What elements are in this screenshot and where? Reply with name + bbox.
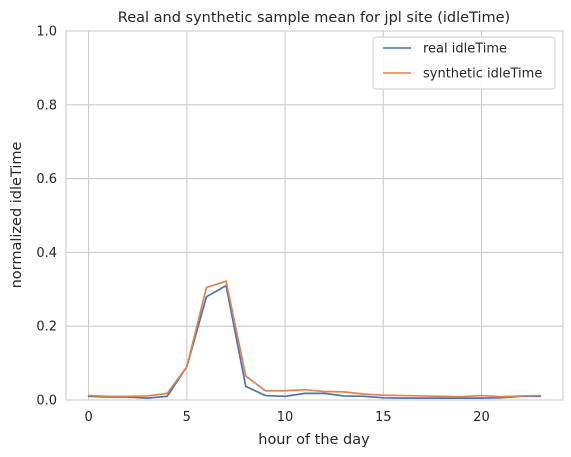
plot-area — [65, 30, 564, 401]
legend: real idleTime synthetic idleTime — [372, 36, 556, 90]
y-axis-label: normalized idleTime — [9, 142, 25, 289]
x-tick-label: 10 — [277, 410, 294, 425]
y-tick-label: 0.8 — [36, 98, 57, 113]
series-line-synthetic — [87, 280, 542, 398]
y-tick-label: 0.0 — [36, 394, 57, 409]
y-tick-label: 0.2 — [36, 320, 57, 335]
x-axis-label: hour of the day — [258, 432, 370, 448]
legend-box — [372, 36, 556, 90]
series-line-real — [87, 284, 542, 399]
chart-title: Real and synthetic sample mean for jpl s… — [118, 10, 510, 26]
y-tick-labels: 0.0 0.2 0.4 0.6 0.8 1.0 — [36, 25, 57, 409]
y-tick-label: 1.0 — [36, 25, 57, 40]
series-lines — [87, 280, 542, 399]
x-tick-label: 15 — [375, 410, 392, 425]
x-tick-label: 0 — [84, 410, 92, 425]
x-tick-label: 5 — [183, 410, 191, 425]
x-tick-labels: 0 5 10 15 20 — [84, 410, 489, 425]
legend-label-real: real idleTime — [423, 42, 507, 57]
legend-label-synthetic: synthetic idleTime — [423, 67, 542, 82]
grid — [66, 30, 563, 401]
x-tick-label: 20 — [473, 410, 490, 425]
y-tick-label: 0.4 — [36, 246, 57, 261]
y-tick-label: 0.6 — [36, 172, 57, 187]
